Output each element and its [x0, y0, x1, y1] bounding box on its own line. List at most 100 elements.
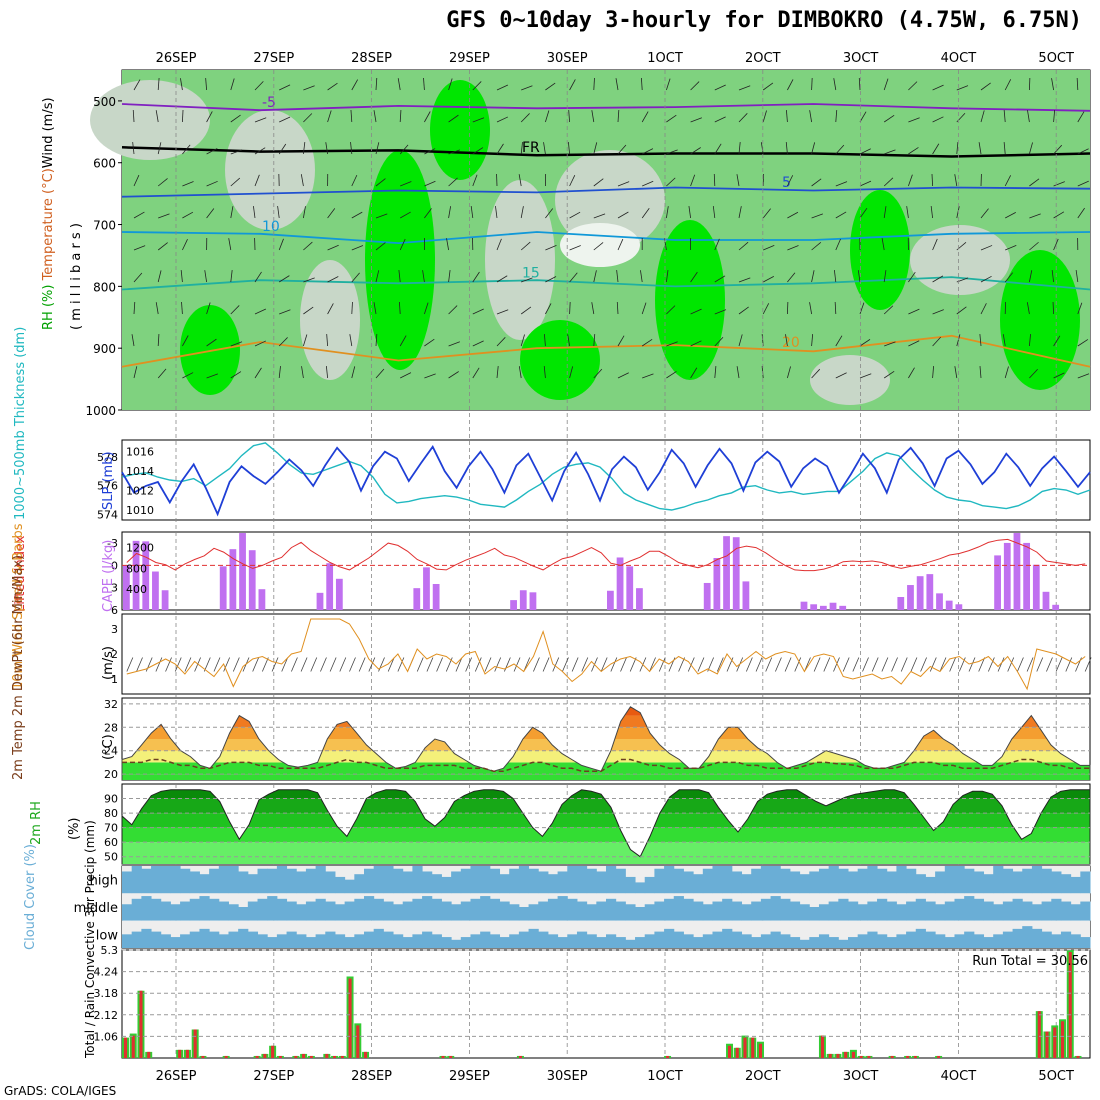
- cloud-cover-bar: [973, 934, 985, 948]
- cape-bar: [1042, 591, 1050, 610]
- precip-convective-bar: [294, 1055, 298, 1058]
- cloud-cover-bar: [451, 904, 462, 921]
- wind-barb: [956, 142, 959, 155]
- precip-convective-bar: [325, 1053, 329, 1058]
- cloud-cover-bar: [228, 866, 239, 894]
- cloud-cover-bar: [1002, 868, 1014, 894]
- cloud-cover-bar: [247, 874, 259, 894]
- cloud-cover-bar: [228, 904, 239, 921]
- wind-barb: [544, 334, 546, 347]
- precip-convective-bar: [666, 1055, 670, 1058]
- precip-tick: 4.24: [94, 966, 119, 979]
- wind-barb: [157, 368, 167, 379]
- rh-ylabel: 2m RH: [29, 801, 44, 845]
- wind-barb: [416, 657, 424, 672]
- cloud-cover-bar: [915, 898, 926, 921]
- y-tick-label: 700: [93, 219, 116, 233]
- cloud-cover-bar: [402, 871, 413, 894]
- cape-tick: 800: [126, 562, 147, 575]
- wind-barb: [133, 245, 146, 251]
- wind-barb: [261, 657, 269, 672]
- cloud-cover-bar: [596, 937, 607, 948]
- precip-convective-bar: [727, 1045, 732, 1058]
- wind-barb: [883, 78, 889, 91]
- wind-barb: [784, 657, 792, 672]
- wind-barb: [617, 144, 627, 155]
- y-tick-label: 1000: [85, 404, 116, 418]
- cloud-cover-bar: [480, 931, 491, 948]
- wind-barb: [738, 113, 748, 123]
- wind-barb: [1051, 78, 1054, 91]
- wind-barb: [980, 208, 989, 219]
- wind-barb: [1029, 142, 1033, 155]
- wind-barb: [325, 366, 328, 379]
- temp-base-band: [122, 774, 1090, 780]
- cloud-cover-bar: [789, 901, 801, 921]
- date-label-top: 5OCT: [1038, 51, 1074, 66]
- cloud-cover-bar: [383, 866, 394, 894]
- cloud-cover-bar: [499, 874, 510, 894]
- wind-barb: [823, 657, 831, 672]
- cloud-cover-bar: [644, 876, 655, 894]
- precip-convective-bar: [224, 1055, 228, 1058]
- wind-barb: [397, 657, 405, 672]
- wind-barb: [474, 657, 482, 672]
- cloud-cover-bar: [218, 901, 229, 921]
- wind-barb: [277, 206, 280, 219]
- cloud-cover-bar: [615, 868, 626, 894]
- cloud-cover-bar: [625, 904, 636, 921]
- cloud-cover-bar: [664, 928, 675, 948]
- wind-barb: [213, 657, 221, 672]
- wind-barb: [884, 149, 896, 155]
- wind-barb: [640, 270, 643, 283]
- wind-barb: [859, 207, 868, 219]
- precip-convective-bar: [201, 1055, 205, 1058]
- cloud-cover-bar: [673, 931, 684, 948]
- wind-barb: [496, 116, 509, 123]
- precip-tick: 3.18: [94, 987, 119, 1000]
- wind-barb: [378, 657, 385, 672]
- cloud-cover-bar: [654, 931, 665, 948]
- wind-barb: [979, 366, 982, 379]
- wind-barb: [956, 85, 969, 91]
- wind-barb: [666, 206, 669, 219]
- wind-barb: [182, 144, 191, 155]
- cloud-cover-bar: [393, 868, 404, 894]
- temp-tick: 20: [104, 768, 118, 781]
- wind-barb: [932, 84, 944, 91]
- wind-barb: [472, 367, 480, 379]
- wind-barb: [811, 334, 814, 347]
- wind-barb: [617, 181, 630, 187]
- wind-barb: [1026, 657, 1034, 672]
- wind-barb: [232, 657, 240, 672]
- wind-barb: [593, 242, 604, 251]
- wind-barb: [424, 208, 432, 219]
- cape-bar: [239, 533, 246, 610]
- wind-barb: [617, 335, 625, 347]
- wind-barb: [398, 270, 401, 283]
- cloud-cover-bar: [586, 934, 597, 948]
- cloud-ylabel: Cloud Cover (%): [23, 844, 38, 950]
- wind-barb: [920, 657, 927, 672]
- wind-barb: [455, 657, 463, 672]
- wind-barb: [205, 78, 207, 91]
- wind-barb: [157, 178, 168, 187]
- wind-barb: [375, 368, 385, 379]
- wind-barb: [883, 305, 894, 315]
- wind-barb: [472, 340, 484, 347]
- wind-barb: [569, 245, 581, 251]
- date-label-bottom: 1OCT: [647, 1069, 683, 1084]
- cloud-cover-bar: [635, 907, 646, 921]
- cape-bar: [636, 588, 643, 610]
- wind-barb: [157, 242, 168, 251]
- wind-barb: [426, 657, 434, 672]
- wind-barb: [448, 114, 459, 123]
- contour-label: 5: [782, 175, 791, 191]
- wind-barb: [713, 173, 716, 187]
- wind-barb: [617, 372, 629, 379]
- wind-barb: [908, 117, 920, 123]
- cape-bar: [819, 605, 827, 610]
- cloud-cover-bar: [344, 937, 355, 948]
- wind-barb: [230, 177, 241, 187]
- wind-barb: [835, 211, 847, 219]
